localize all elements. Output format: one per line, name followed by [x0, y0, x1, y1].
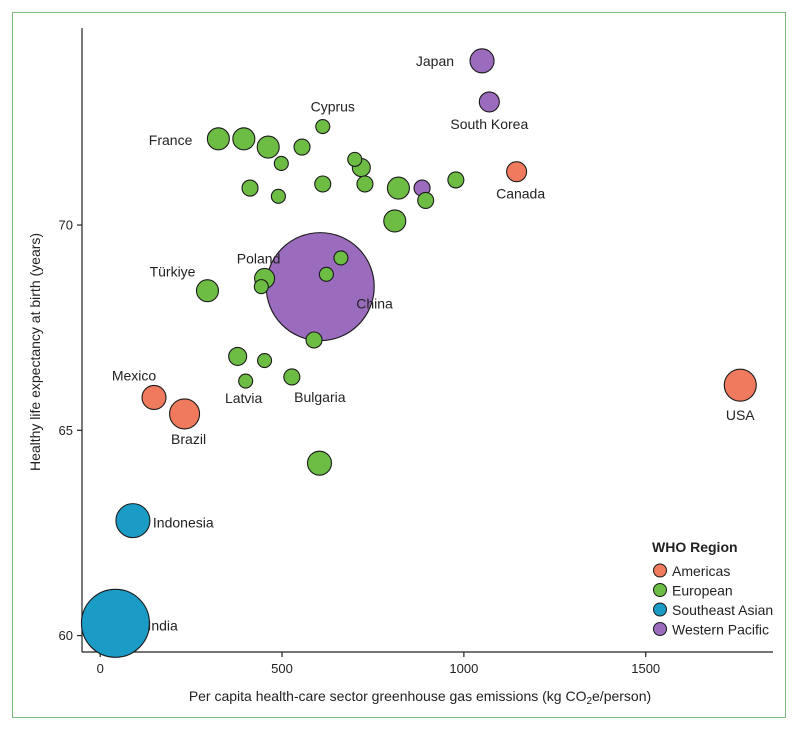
label-usa: USA — [726, 407, 755, 423]
legend-label-americas: Americas — [672, 563, 730, 579]
data-point — [256, 135, 280, 159]
legend-label-southeast-asian: Southeast Asian — [672, 602, 773, 618]
label-south-korea: South Korea — [450, 116, 528, 132]
data-point-bulgaria — [283, 368, 301, 386]
data-point-south-korea — [478, 91, 500, 113]
data-point-mexico — [141, 384, 167, 411]
data-point — [356, 175, 374, 193]
x-axis-title: Per capita health-care sector greenhouse… — [189, 688, 651, 707]
data-point-latvia — [238, 373, 254, 389]
label-japan: Japan — [416, 53, 454, 69]
x-tick-label: 1500 — [631, 661, 660, 676]
country-labels: Japan South Korea Canada China USA Mexico Braz… — [112, 53, 755, 633]
x-tick-label: 500 — [271, 661, 293, 676]
data-point-japan — [469, 48, 495, 74]
data-point-indonesia — [115, 503, 151, 539]
legend: WHO Region Americas European Southeast Asia… — [652, 539, 773, 638]
label-india: India — [147, 617, 178, 633]
label-latvia: Latvia — [225, 390, 263, 406]
data-point-india — [80, 588, 151, 658]
data-point-canada — [506, 161, 528, 183]
data-point — [447, 171, 465, 189]
data-point — [383, 209, 407, 233]
data-point — [314, 175, 332, 193]
y-axis-title: Healthy life expectancy at birth (years) — [27, 233, 43, 471]
data-point-türkiye — [195, 279, 220, 303]
label-poland: Poland — [237, 250, 281, 266]
data-point — [232, 127, 256, 151]
label-mexico: Mexico — [112, 367, 157, 383]
data-point — [270, 188, 286, 204]
data-point-usa — [723, 368, 757, 402]
axes: 0 500 1000 1500 60 65 70 Per capita health-care… — [27, 28, 773, 707]
label-indonesia: Indonesia — [153, 515, 214, 531]
x-tick-label: 0 — [97, 661, 104, 676]
legend-swatch-americas — [653, 563, 667, 578]
data-point — [293, 138, 311, 156]
data-point — [228, 346, 248, 366]
label-france: France — [149, 132, 193, 148]
y-tick-label: 65 — [59, 423, 73, 438]
y-tick-label: 70 — [59, 218, 73, 233]
data-point-brazil — [169, 398, 201, 430]
legend-swatch-western-pacific — [653, 622, 667, 636]
legend-label-western-pacific: Western Pacific — [672, 622, 769, 638]
data-point — [305, 331, 323, 349]
y-tick-label: 60 — [59, 628, 73, 643]
data-point — [318, 266, 334, 282]
data-point — [417, 191, 435, 209]
legend-label-european: European — [672, 583, 733, 599]
data-point — [333, 250, 349, 266]
data-point — [306, 450, 333, 476]
label-canada: Canada — [496, 186, 545, 202]
data-point — [273, 155, 289, 172]
legend-swatch-southeast-asian — [653, 602, 667, 617]
label-china: China — [356, 296, 393, 312]
label-cyprus: Cyprus — [311, 99, 355, 115]
legend-swatch-european — [653, 583, 667, 597]
data-point — [386, 176, 410, 200]
label-türkiye: Türkiye — [150, 264, 196, 280]
data-point-cyprus — [315, 118, 331, 135]
data-point-china — [265, 232, 375, 342]
x-tick-label: 1000 — [449, 661, 478, 676]
label-brazil: Brazil — [171, 431, 206, 447]
data-points — [80, 48, 757, 658]
label-bulgaria: Bulgaria — [294, 389, 346, 405]
data-point — [253, 279, 269, 295]
data-point — [241, 179, 259, 197]
data-point — [257, 352, 273, 369]
data-point-france — [206, 127, 230, 151]
legend-title: WHO Region — [652, 539, 738, 555]
data-point — [347, 151, 363, 167]
